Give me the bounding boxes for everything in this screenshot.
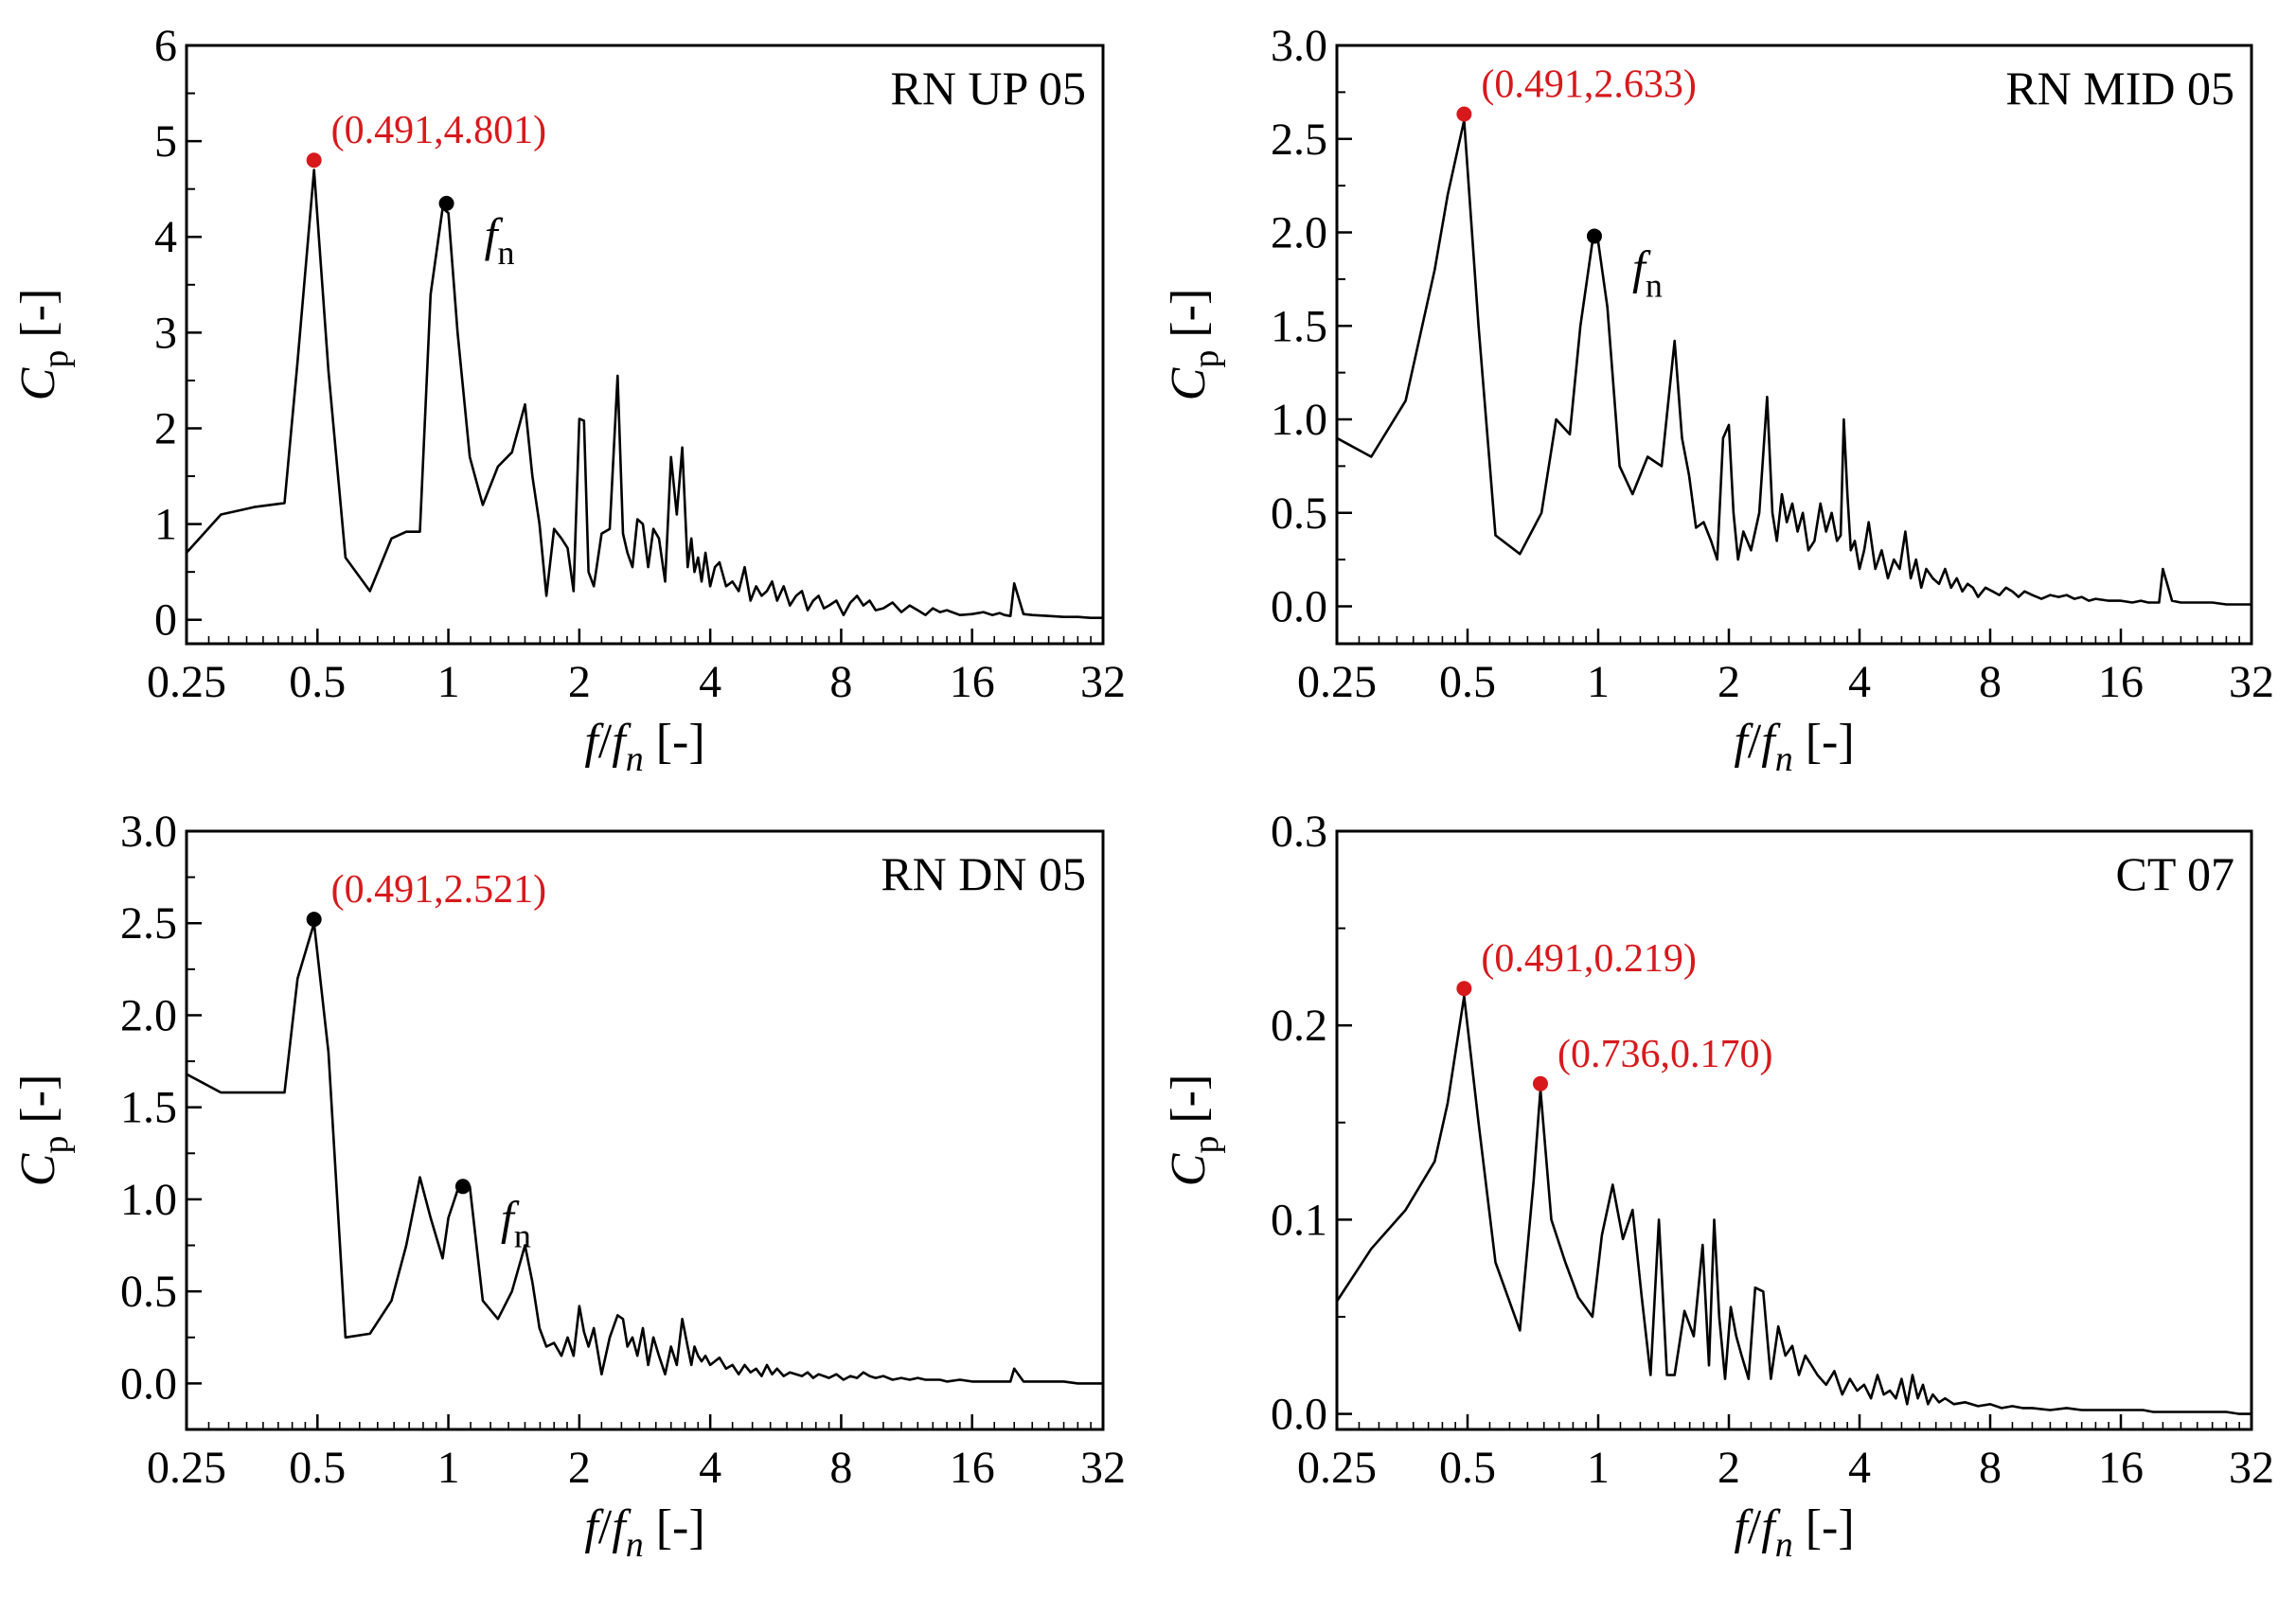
natural-frequency-label: fn: [485, 208, 515, 272]
x-tick-label: 4: [699, 657, 721, 707]
y-tick-label: 0.5: [1271, 488, 1327, 539]
x-tick-label: 0.5: [289, 657, 346, 707]
x-tick-label: 16: [950, 657, 995, 707]
peak-marker-red: [1456, 981, 1472, 997]
y-axis-label: Cp [-]: [1162, 1074, 1226, 1187]
y-tick-label: 0.0: [120, 1358, 177, 1409]
x-tick-label: 16: [950, 1443, 995, 1493]
natural-frequency-label: fn: [501, 1191, 531, 1254]
peak-annotation: (0.491,4.801): [331, 109, 546, 152]
x-tick-label: 4: [1848, 657, 1871, 707]
y-tick-label: 6: [154, 21, 177, 71]
x-tick-label: 16: [2098, 1443, 2144, 1493]
plot-frame: [185, 44, 1105, 646]
x-tick-label: 2: [568, 657, 591, 707]
y-axis-label: Cp [-]: [1162, 289, 1226, 401]
spectrum-line: [1336, 118, 2252, 606]
y-tick-label: 0: [154, 595, 177, 646]
x-tick-label: 16: [2098, 657, 2144, 707]
x-tick-label: 0.5: [289, 1443, 346, 1493]
plot-frame: [1335, 44, 2253, 646]
x-tick-label: 4: [1848, 1443, 1871, 1493]
x-tick-label: 32: [1080, 1443, 1126, 1493]
natural-frequency-label: fn: [1632, 240, 1663, 304]
peak-marker-black: [454, 1179, 471, 1195]
panel-rn-dn-05: 0.0 0.5 1.0 1.5 2.0 2.5 3.0 0.25 0.5 1 2 4 8 16 32 RN D…: [11, 807, 1126, 1565]
y-tick-label: 2.5: [1271, 115, 1327, 165]
x-tick-label: 1: [437, 1443, 460, 1493]
spectrum-line: [186, 169, 1103, 620]
y-tick-label: 1.0: [1271, 395, 1327, 445]
x-axis-label: f/fn [-]: [1734, 1500, 1854, 1565]
x-axis-label: f/fn [-]: [1734, 715, 1854, 779]
x-tick-label: 0.25: [147, 1443, 226, 1493]
peak-annotation: (0.491,2.633): [1481, 62, 1696, 106]
panel-label: CT 07: [2116, 847, 2235, 900]
x-tick-label: 2: [1718, 657, 1740, 707]
peak-marker-black: [438, 195, 454, 211]
x-tick-label: 8: [1979, 1443, 2002, 1493]
y-tick-label: 0.0: [1271, 582, 1327, 632]
y-tick-label: 2.0: [1271, 208, 1327, 258]
peak-marker-black: [306, 912, 322, 928]
y-tick-label: 0.0: [1271, 1390, 1327, 1440]
y-tick-label: 5: [154, 116, 177, 167]
peak-marker-black: [1586, 228, 1602, 244]
x-tick-label: 1: [1587, 1443, 1610, 1493]
y-tick-label: 3.0: [120, 807, 177, 857]
y-tick-label: 2.0: [120, 990, 177, 1040]
y-tick-label: 1.0: [120, 1175, 177, 1225]
peak-marker-red: [1532, 1075, 1548, 1091]
x-tick-label: 8: [829, 1443, 852, 1493]
peak-annotation: (0.736,0.170): [1557, 1033, 1772, 1076]
plot-frame: [1335, 829, 2253, 1431]
x-axis-label: f/fn [-]: [584, 1500, 704, 1565]
y-axis-label: Cp [-]: [11, 1074, 76, 1187]
panel-rn-mid-05: 0.0 0.5 1.0 1.5 2.0 2.5 3.0 0.25 0.5 1 2 4 8 16 32 RN M…: [1162, 21, 2274, 779]
y-tick-label: 0.2: [1271, 1001, 1327, 1051]
peak-annotation: (0.491,0.219): [1481, 937, 1696, 981]
panel-ct-07: 0.0 0.1 0.2 0.3 0.25 0.5 1 2 4 8 16 32 CT 07 (0.491,0…: [1162, 807, 2274, 1565]
y-tick-label: 3.0: [1271, 21, 1327, 71]
panel-label: RN UP 05: [890, 62, 1086, 115]
spectrum-line: [1335, 995, 2252, 1415]
x-axis-label: f/fn [-]: [584, 715, 704, 779]
y-tick-label: 1: [154, 500, 177, 550]
x-tick-label: 32: [1080, 657, 1126, 707]
x-tick-label: 0.5: [1439, 657, 1496, 707]
x-tick-label: 1: [1587, 657, 1610, 707]
peak-marker-red: [306, 152, 322, 169]
x-tick-label: 2: [568, 1443, 591, 1493]
peak-marker-red: [1456, 106, 1472, 122]
plot-frame: [185, 829, 1105, 1431]
x-tick-label: 4: [699, 1443, 721, 1493]
y-tick-label: 1.5: [120, 1083, 177, 1133]
y-tick-label: 1.5: [1271, 301, 1327, 351]
y-tick-label: 0.1: [1271, 1195, 1327, 1245]
y-tick-label: 4: [154, 212, 177, 262]
y-tick-label: 0.3: [1271, 807, 1327, 857]
y-tick-label: 2: [154, 403, 177, 453]
y-axis-label: Cp [-]: [11, 289, 76, 401]
x-tick-label: 0.25: [147, 657, 226, 707]
x-tick-label: 2: [1718, 1443, 1740, 1493]
x-tick-label: 1: [437, 657, 460, 707]
x-tick-label: 32: [2229, 657, 2274, 707]
y-tick-label: 0.5: [120, 1267, 177, 1317]
x-tick-label: 8: [829, 657, 852, 707]
x-tick-label: 0.25: [1297, 1443, 1377, 1493]
x-tick-label: 0.5: [1439, 1443, 1496, 1493]
panel-rn-up-05: 0 1 2 3 4 5 6 0.25 0.5 1 2 4 8 16 32 RN UP 05 (0.491,4.8…: [11, 21, 1126, 779]
y-tick-label: 3: [154, 308, 177, 358]
x-tick-label: 0.25: [1297, 657, 1377, 707]
panel-label: RN MID 05: [2005, 62, 2234, 115]
x-tick-label: 32: [2229, 1443, 2274, 1493]
y-tick-label: 2.5: [120, 898, 177, 949]
spectrum-line: [186, 921, 1103, 1385]
panel-label: RN DN 05: [881, 847, 1086, 900]
x-tick-label: 8: [1979, 657, 2002, 707]
peak-annotation: (0.491,2.521): [331, 868, 546, 912]
